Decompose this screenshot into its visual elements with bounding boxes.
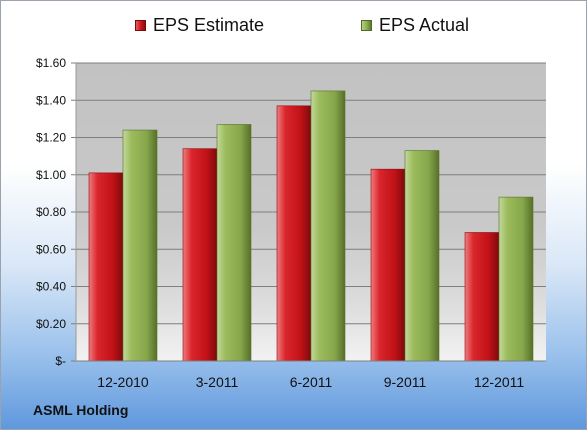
company-name: ASML Holding: [33, 402, 129, 418]
legend: EPS Estimate EPS Actual: [1, 15, 586, 41]
y-axis-tick-label: $0.20: [36, 317, 66, 331]
bar-eps-actual-3-2011: [216, 124, 252, 362]
x-axis-tick-labels: 12-2010 3-2011 6-2011 9-2011 12-2011: [97, 374, 524, 390]
x-axis-tick-label: 6-2011: [290, 374, 333, 390]
y-axis-tick-label: $1.60: [36, 56, 66, 70]
x-axis-tick-label: 12-2010: [97, 374, 149, 390]
bars: [88, 90, 534, 362]
y-axis-tick-label: $1.40: [36, 93, 66, 107]
y-axis-tick-label: $0.60: [36, 242, 66, 256]
bar-eps-estimate-12-2011: [464, 232, 500, 362]
y-axis-tick-label: $0.80: [36, 205, 66, 219]
legend-item-eps-actual: EPS Actual: [361, 15, 469, 36]
bar-eps-actual-12-2010: [122, 129, 158, 362]
x-axis-tick-label: 9-2011: [384, 374, 427, 390]
y-axis-tick-label: $0.40: [36, 280, 66, 294]
legend-label-eps-estimate: EPS Estimate: [153, 15, 265, 35]
legend-swatch-eps-actual: [361, 20, 372, 31]
y-axis-tick-label: $1.20: [36, 131, 66, 145]
y-axis-tick-labels: $- $0.20 $0.40 $0.60 $0.80 $1.00 $1.20 $1.40 $1.…: [36, 56, 66, 368]
x-axis-tick-label: 12-2011: [474, 374, 525, 390]
bar-eps-actual-9-2011: [404, 150, 440, 362]
x-axis-tick-label: 3-2011: [196, 374, 239, 390]
bar-eps-actual-12-2011: [498, 196, 534, 362]
y-axis-tick-label: $-: [55, 354, 66, 368]
bar-eps-estimate-9-2011: [370, 168, 406, 362]
legend-swatch-eps-estimate: [135, 20, 146, 31]
bar-eps-estimate-12-2010: [88, 172, 124, 362]
bar-eps-actual-6-2011: [310, 90, 346, 362]
legend-item-eps-estimate: EPS Estimate: [135, 15, 264, 36]
y-axis-tick-label: $1.00: [36, 168, 66, 182]
axes: [75, 63, 546, 362]
bar-eps-estimate-6-2011: [276, 105, 312, 362]
bar-eps-estimate-3-2011: [182, 148, 218, 362]
legend-label-eps-actual: EPS Actual: [379, 15, 470, 35]
